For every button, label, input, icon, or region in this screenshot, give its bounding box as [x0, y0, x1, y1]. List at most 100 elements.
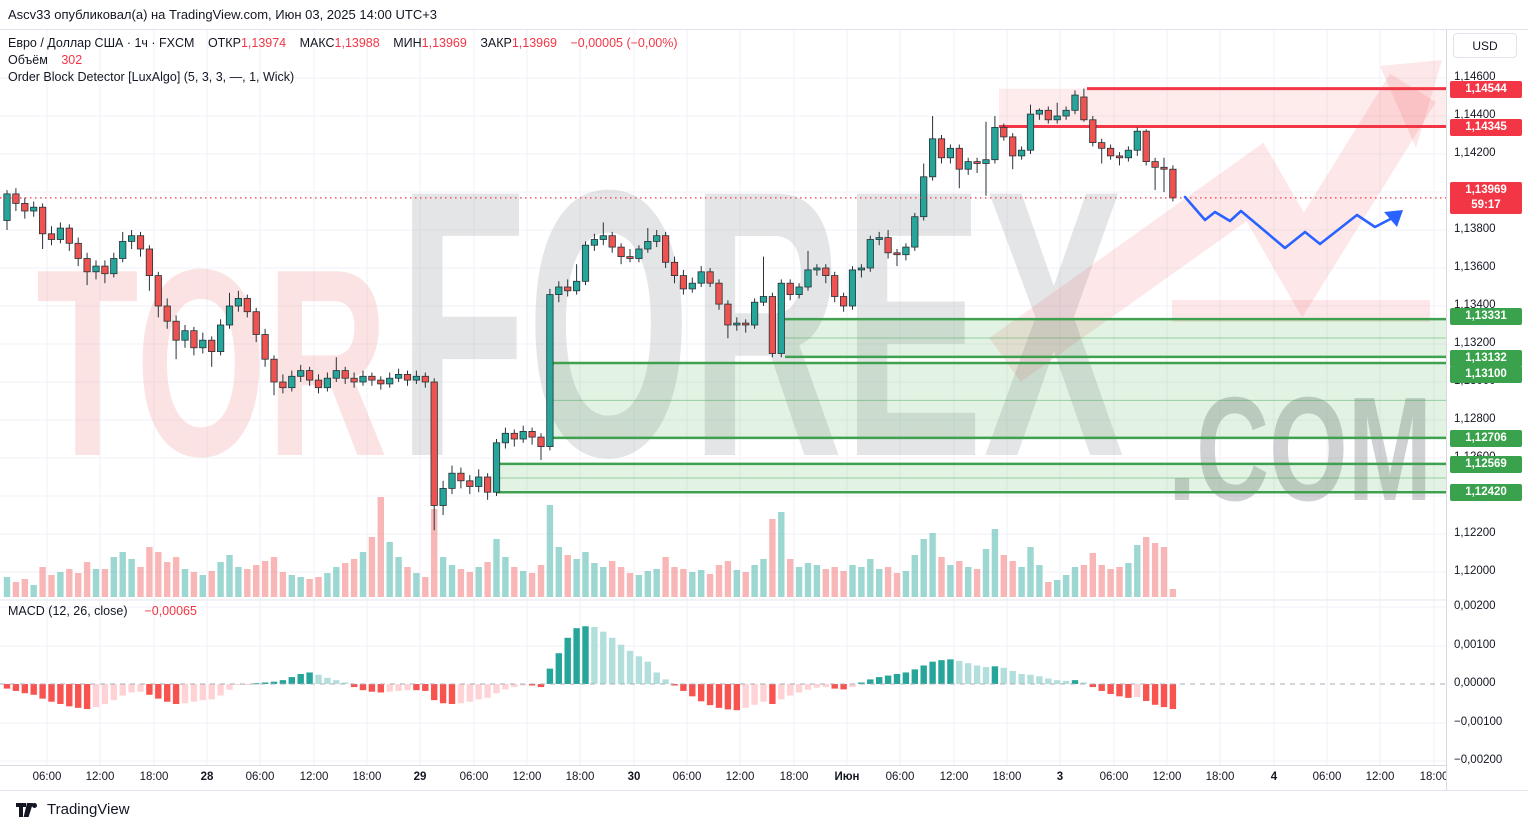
volume-bar: [1054, 580, 1061, 597]
candle-body: [537, 436, 545, 448]
macd-histogram-bar: [991, 666, 999, 684]
volume-bar: [208, 571, 215, 597]
volume-bar: [804, 563, 812, 597]
volume-bar: [956, 561, 963, 597]
candle-body: [911, 216, 919, 248]
volume-bar: [368, 537, 376, 597]
time-tick-label: 4: [1270, 771, 1278, 783]
macd-histogram-bar: [288, 677, 295, 684]
macd-histogram-bar: [422, 684, 429, 691]
macd-histogram-bar: [368, 684, 376, 692]
candle-body: [1151, 161, 1159, 168]
time-tick-label: 06:00: [672, 771, 702, 783]
macd-histogram-bar: [715, 684, 723, 708]
candle-body: [190, 330, 198, 349]
volume-bar: [1018, 567, 1025, 597]
volume-bar: [1071, 567, 1079, 597]
bar-countdown: 59:17: [1471, 199, 1501, 211]
chart-region[interactable]: TOR FOREX .COM Евро / Доллар США · 1ч · FX…: [0, 30, 1446, 765]
bullish-order-block: [497, 463, 1446, 493]
candle-body: [3, 193, 11, 221]
macd-histogram-bar: [493, 684, 500, 694]
tradingview-logo[interactable]: TradingView: [16, 801, 130, 819]
candle-body: [982, 159, 990, 164]
volume-bar: [226, 555, 233, 597]
volume-bar: [884, 567, 892, 597]
macd-histogram-bar: [564, 637, 571, 684]
macd-histogram-bar: [813, 684, 821, 688]
volume-bar: [261, 561, 269, 597]
volume-bar: [66, 569, 73, 597]
macd-histogram-bar: [858, 682, 865, 684]
macd-histogram-bar: [342, 682, 349, 684]
macd-histogram-bar: [609, 637, 616, 684]
volume-bar: [39, 567, 46, 597]
macd-histogram-bar: [733, 684, 740, 711]
macd-histogram-bar: [1009, 670, 1016, 684]
volume-bar: [831, 567, 838, 597]
chart-canvas[interactable]: TOR FOREX .COM: [0, 30, 1446, 765]
volume-bar: [30, 585, 37, 597]
volume-bar: [644, 571, 651, 597]
price-tick-label: 1,12000: [1454, 565, 1496, 577]
macd-histogram-bar: [511, 684, 518, 688]
time-tick-label: 30: [627, 771, 641, 783]
volume-bar: [546, 505, 554, 597]
candle-body: [154, 275, 162, 307]
macd-histogram-bar: [155, 684, 162, 699]
macd-histogram-bar: [920, 665, 927, 684]
macd-histogram-bar: [333, 680, 340, 684]
candle-body: [742, 322, 750, 326]
candle-body: [421, 375, 429, 383]
macd-histogram-bar: [1045, 678, 1052, 684]
macd-histogram-bar: [66, 684, 73, 707]
candle-body: [590, 239, 599, 246]
price-tick-label: 1,14400: [1454, 109, 1496, 121]
volume-bar: [1143, 537, 1150, 597]
macd-histogram-bar: [1160, 684, 1168, 708]
macd-histogram-bar: [849, 684, 856, 688]
volume-bar: [1098, 565, 1105, 597]
candle-body: [857, 267, 866, 271]
macd-histogram-bar: [822, 684, 829, 688]
bullish-order-block: [785, 319, 1446, 357]
watermark-arrowhead: [1380, 60, 1442, 148]
macd-histogram-bar: [831, 684, 838, 689]
time-tick-label: 18:00: [1419, 771, 1446, 783]
macd-histogram-bar: [902, 672, 910, 684]
candle-body: [929, 138, 937, 178]
macd-histogram-bar: [1000, 667, 1007, 684]
candle-body: [679, 275, 688, 290]
volume-bar: [48, 575, 55, 597]
price-axis[interactable]: USD 1,146001,144001,142001,140001,138001…: [1446, 30, 1528, 790]
macd-histogram-bar: [795, 684, 803, 693]
macd-histogram-bar: [1143, 684, 1150, 701]
volume-bar: [582, 552, 589, 597]
candle-body: [261, 334, 269, 360]
candle-body: [768, 296, 777, 354]
volume-bar: [902, 571, 910, 597]
volume-bar: [733, 570, 740, 597]
volume-bar: [1000, 555, 1007, 597]
macd-histogram-bar: [377, 684, 384, 693]
volume-bar: [600, 567, 607, 597]
macd-histogram-bar: [92, 684, 100, 708]
candle-body: [65, 227, 73, 244]
volume-bar: [155, 552, 162, 597]
candle-body: [946, 147, 955, 159]
candle-body: [1044, 109, 1052, 121]
volume-bar: [1089, 553, 1096, 597]
currency-toggle-button[interactable]: USD: [1453, 33, 1517, 58]
volume-bar: [75, 573, 82, 597]
volume-bar: [92, 569, 100, 597]
candle-body: [866, 239, 874, 269]
candle-body: [848, 269, 857, 307]
macd-histogram-bar: [751, 684, 758, 705]
macd-layer: [0, 626, 1446, 711]
time-axis[interactable]: 06:00 12:00 18:00 28 06:00 12:00 18:00 29 06:00 1…: [0, 765, 1446, 790]
volume-bar: [626, 573, 634, 597]
macd-histogram-bar: [190, 684, 198, 702]
volume-bar: [787, 559, 794, 597]
volume-bar: [386, 542, 393, 597]
candle-body: [101, 265, 109, 275]
